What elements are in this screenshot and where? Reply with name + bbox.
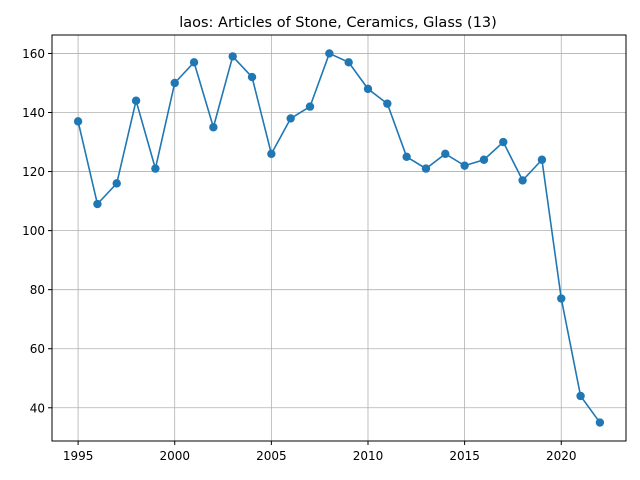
x-tick-label: 2020 — [546, 449, 577, 463]
data-point — [460, 161, 469, 170]
data-point — [402, 152, 411, 161]
data-point — [499, 137, 508, 147]
y-tick-label: 80 — [30, 283, 45, 297]
data-point — [209, 123, 218, 132]
data-point — [383, 99, 392, 108]
data-point — [576, 391, 585, 401]
data-point — [595, 418, 605, 427]
data-point — [537, 155, 547, 164]
data-point — [286, 114, 295, 123]
y-tick-label: 120 — [22, 165, 45, 179]
x-tick-label: 2010 — [353, 449, 384, 463]
series-layer — [73, 49, 605, 427]
x-tick-label: 2005 — [256, 449, 287, 463]
data-point — [131, 96, 141, 105]
data-point — [479, 155, 489, 164]
data-point — [93, 199, 102, 209]
y-tick-label: 40 — [30, 401, 45, 415]
data-point — [112, 179, 121, 188]
x-tick-label: 2015 — [449, 449, 480, 463]
y-tick-label: 100 — [22, 224, 45, 238]
data-point — [73, 117, 83, 126]
data-point — [305, 102, 315, 111]
data-point — [421, 164, 431, 173]
data-point — [247, 72, 257, 82]
data-point — [557, 294, 566, 303]
data-point — [344, 58, 353, 67]
y-tick-label: 140 — [22, 106, 45, 120]
data-point — [189, 58, 199, 67]
data-point — [151, 164, 160, 173]
y-tick-label: 160 — [22, 47, 45, 61]
y-tick-label: 60 — [30, 342, 45, 356]
data-point — [518, 176, 527, 185]
data-point — [228, 52, 237, 61]
data-point — [441, 149, 450, 159]
data-point — [267, 149, 276, 159]
data-point — [363, 84, 373, 94]
series-line — [77, 52, 601, 424]
data-point — [170, 78, 179, 88]
data-point — [325, 49, 334, 58]
axis-ticks: 1995 2000 2005 2010 2015 2020 40 60 80 100 120 140 1… — [22, 47, 576, 463]
chart-title: laos: Articles of Stone, Ceramics, Glass… — [179, 15, 497, 31]
x-tick-label: 1995 — [63, 449, 94, 463]
grid — [52, 35, 626, 441]
plot-frame — [51, 34, 627, 442]
x-tick-label: 2000 — [159, 449, 190, 463]
